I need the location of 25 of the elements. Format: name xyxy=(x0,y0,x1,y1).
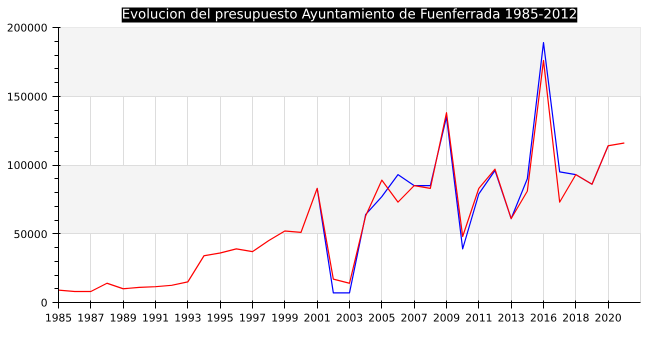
x-tick-label: 2016 xyxy=(530,312,558,324)
line-series xyxy=(58,60,625,292)
y-tick-label: 150000 xyxy=(6,90,48,104)
x-tick-label: 1991 xyxy=(142,312,170,324)
x-tick-label: 2003 xyxy=(336,312,364,324)
x-tick-label: 2005 xyxy=(368,312,396,324)
x-tick-label: 1987 xyxy=(77,312,104,324)
x-tick-label: 2001 xyxy=(304,312,331,324)
x-tick-label: 1999 xyxy=(271,312,299,324)
x-tick-label: 2007 xyxy=(400,312,428,324)
x-tick-label: 2009 xyxy=(432,312,460,324)
chart-title: Evolucion del presupuesto Ayuntamiento de Fuenferrada 1985-2012 xyxy=(122,8,578,22)
x-tick-label: 1995 xyxy=(206,312,234,324)
x-tick-label: 2011 xyxy=(465,312,492,324)
y-tick-label: 0 xyxy=(40,296,48,310)
x-tick-label: 1993 xyxy=(174,312,202,324)
y-tick-label: 50000 xyxy=(14,228,48,241)
x-tick-label: 2013 xyxy=(498,312,525,324)
y-tick-label: 200000 xyxy=(6,22,48,34)
x-tick-label: 1985 xyxy=(44,312,72,324)
x-tick-label: 1997 xyxy=(238,312,266,324)
y-tick-label: 100000 xyxy=(6,159,48,172)
x-tick-label: 2020 xyxy=(594,312,622,324)
x-tick-label: 2018 xyxy=(562,312,590,324)
x-tick-label: 1989 xyxy=(110,312,137,324)
